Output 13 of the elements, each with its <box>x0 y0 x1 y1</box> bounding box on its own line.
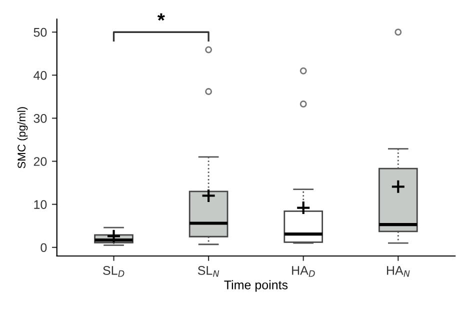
y-tick-label: 0 <box>40 243 47 252</box>
x-axis-title: Time points <box>224 280 288 292</box>
x-tick-label: SL$_{D}$ <box>103 266 124 277</box>
y-tick-label: 50 <box>34 28 47 37</box>
x-tick-label: HA$_{N}$ <box>387 266 410 277</box>
y-tick-label: 20 <box>34 157 47 166</box>
annotation: * <box>157 13 165 21</box>
y-axis-title: SMC (pg/ml) <box>17 107 28 168</box>
y-tick-label: 10 <box>34 200 47 209</box>
x-tick-label: HA$_{D}$ <box>292 266 315 277</box>
y-tick-label: 40 <box>34 70 47 80</box>
x-tick-label: SL$_{N}$ <box>198 266 220 277</box>
y-tick-label: 30 <box>34 114 47 123</box>
